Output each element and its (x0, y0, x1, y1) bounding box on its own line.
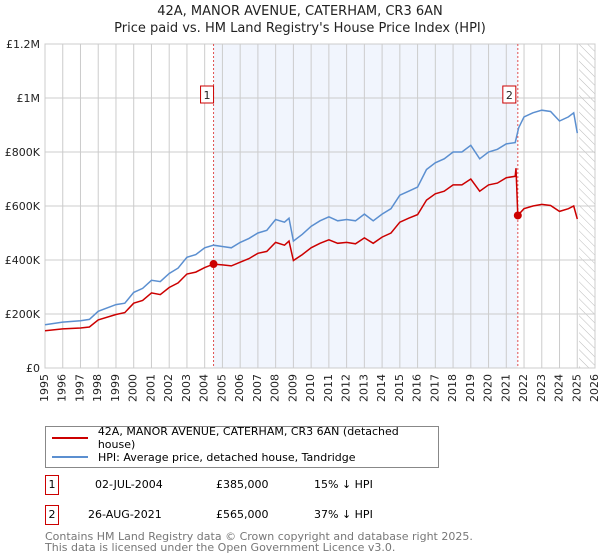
x-tick-label: 2012 (340, 374, 353, 402)
sale-point (513, 211, 522, 220)
x-tick-label: 1995 (38, 374, 51, 402)
x-tick-label: 2020 (482, 374, 495, 402)
marker-badge: 1 (45, 475, 59, 495)
x-tick-label: 2008 (269, 374, 282, 402)
legend-item-property: 42A, MANOR AVENUE, CATERHAM, CR3 6AN (de… (52, 425, 438, 451)
plot-frame (44, 43, 596, 369)
x-tick-label: 2011 (322, 374, 335, 402)
x-tick-label: 1999 (109, 374, 122, 402)
x-tick-label: 2018 (446, 374, 459, 402)
x-tick-label: 2006 (233, 374, 246, 402)
legend-swatch (52, 437, 88, 439)
x-tick-label: 2026 (588, 374, 600, 402)
chart-subtitle: Price paid vs. HM Land Registry's House … (114, 21, 486, 36)
legend-swatch (52, 456, 88, 458)
x-tick-label: 2016 (411, 374, 424, 402)
x-tick-label: 1998 (91, 374, 104, 402)
y-tick-label: £800K (5, 146, 41, 159)
transaction-date: 02-JUL-2004 (95, 478, 163, 491)
x-tick-label: 2002 (162, 374, 175, 402)
x-tick-label: 2022 (517, 374, 530, 402)
x-tick-label: 2009 (286, 374, 299, 402)
series-line (44, 168, 579, 332)
series-line (44, 109, 579, 326)
sale-label-box (200, 85, 215, 104)
sale-label: 1 (204, 89, 211, 102)
marker-badge: 2 (45, 505, 59, 525)
y-tick-label: £600K (5, 200, 41, 213)
x-tick-label: 2025 (570, 374, 583, 402)
sale-label: 2 (506, 89, 513, 102)
footer-licence: This data is licensed under the Open Gov… (45, 541, 396, 554)
y-tick-label: £1M (17, 92, 41, 105)
chart-title: 42A, MANOR AVENUE, CATERHAM, CR3 6AN (157, 4, 443, 19)
x-tick-label: 2005 (215, 374, 228, 402)
transaction-price: £385,000 (216, 478, 269, 491)
legend-item-hpi: HPI: Average price, detached house, Tand… (52, 449, 356, 465)
x-tick-label: 2013 (357, 374, 370, 402)
x-tick-label: 2017 (428, 374, 441, 402)
transaction-price: £565,000 (216, 508, 269, 521)
x-tick-label: 2003 (180, 374, 193, 402)
x-tick-label: 2015 (393, 374, 406, 402)
x-tick-label: 2024 (553, 374, 566, 402)
legend-label: 42A, MANOR AVENUE, CATERHAM, CR3 6AN (de… (97, 425, 399, 451)
x-tick-label: 2000 (127, 374, 140, 402)
x-tick-label: 2021 (499, 374, 512, 402)
sale-label-box (502, 85, 517, 104)
x-tick-label: 2010 (304, 374, 317, 402)
x-tick-label: 2019 (464, 374, 477, 402)
x-tick-label: 2001 (144, 374, 157, 402)
y-tick-label: £1.2M (6, 38, 40, 51)
legend: 42A, MANOR AVENUE, CATERHAM, CR3 6AN (de… (45, 425, 439, 468)
legend-label: HPI: Average price, detached house, Tand… (98, 450, 356, 464)
sale-point (209, 260, 218, 269)
x-tick-label: 1996 (56, 374, 69, 402)
footer-copyright: Contains HM Land Registry data © Crown c… (45, 530, 473, 543)
y-tick-label: £400K (5, 254, 41, 267)
transaction-date: 26-AUG-2021 (88, 508, 162, 521)
y-tick-label: £200K (5, 308, 41, 321)
y-tick-label: £0 (26, 362, 40, 375)
x-tick-label: 2007 (251, 374, 264, 402)
transaction-hpi: 15% ↓ HPI (314, 478, 373, 491)
x-tick-label: 2023 (535, 374, 548, 402)
x-tick-label: 2014 (375, 374, 388, 402)
x-tick-label: 1997 (73, 374, 86, 402)
price-chart: 1995 1996 1997 1998 1999 2000 2001 2002 2003 2004… (5, 38, 600, 402)
transaction-hpi: 37% ↓ HPI (314, 508, 373, 521)
x-tick-label: 2004 (198, 374, 211, 402)
